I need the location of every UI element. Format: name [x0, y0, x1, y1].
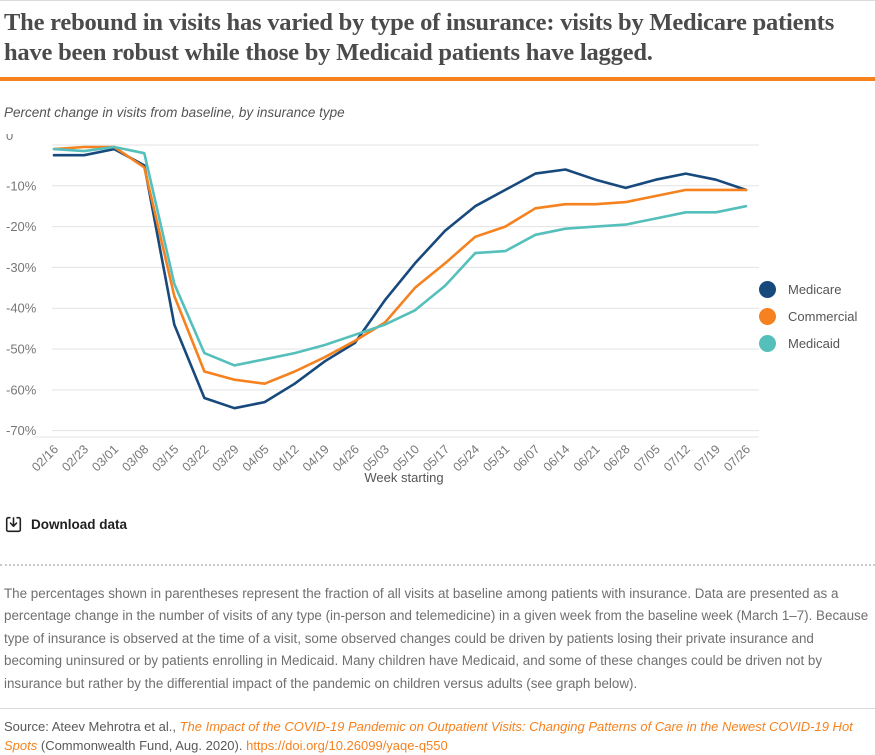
line-chart: 07/26 07/19 07/12 07/05 06/28 06/21 06/14 06/07… — [4, 128, 759, 491]
x-tick-label: 06/28 — [601, 442, 633, 474]
y-tick-label: -30% — [6, 260, 37, 275]
legend-item-medicaid: Medicaid — [759, 335, 870, 352]
legend-label: Commercial — [788, 309, 858, 324]
legend-item-commercial: Commercial — [759, 308, 870, 325]
x-tick-label: 06/07 — [510, 442, 542, 474]
series-line-medicare — [52, 147, 748, 410]
orange-divider — [0, 77, 875, 81]
x-tick-label: 03/08 — [119, 442, 151, 474]
chart-subtitle: Percent change in visits from baseline, … — [4, 105, 345, 120]
x-tick-label: 07/19 — [691, 442, 723, 474]
dotted-divider — [0, 564, 875, 566]
x-tick-label: 06/21 — [571, 442, 603, 474]
download-label: Download data — [31, 517, 128, 532]
footnote-text: The percentages shown in parentheses rep… — [4, 586, 869, 691]
source-prefix: Source: Ateev Mehrotra et al., — [4, 719, 180, 735]
x-tick-label: 05/31 — [480, 442, 512, 474]
x-tick-label: 04/05 — [240, 442, 272, 474]
y-tick-label: 0 — [6, 134, 13, 143]
y-tick-label: -10% — [6, 178, 37, 193]
x-tick-label: 04/19 — [300, 442, 332, 474]
y-tick-label: -40% — [6, 301, 37, 316]
x-axis-title: Week starting — [364, 470, 443, 485]
y-tick-label: -70% — [6, 423, 37, 438]
source-publisher: (Commonwealth Fund, Aug. 2020). — [37, 737, 247, 753]
y-tick-label: -50% — [6, 342, 37, 357]
x-tick-label: 05/24 — [450, 442, 482, 474]
source-doi-link[interactable]: https://doi.org/10.26099/yaqe-q550 — [246, 737, 448, 753]
download-icon — [5, 516, 22, 533]
x-tick-label: 04/26 — [330, 442, 362, 474]
x-tick-label: 02/16 — [29, 442, 61, 474]
x-tick-label: 03/15 — [149, 442, 181, 474]
series-line-commercial — [52, 145, 748, 385]
source-line: Source: Ateev Mehrotra et al., The Impac… — [4, 718, 870, 755]
y-tick-label: -60% — [6, 382, 37, 397]
visits-line-chart-svg: 07/2607/1907/1207/0506/2806/2106/1406/07… — [6, 128, 759, 485]
x-tick-label: 07/12 — [661, 442, 693, 474]
x-tick-label: 04/12 — [270, 442, 302, 474]
source-divider — [0, 708, 875, 710]
chart-area: 07/26 07/19 07/12 07/05 06/28 06/21 06/14 06/07… — [4, 128, 870, 491]
legend-swatch-icon — [759, 308, 776, 325]
chart-legend: Medicare Commercial Medicaid — [759, 134, 870, 491]
legend-swatch-icon — [759, 281, 776, 298]
download-data-button[interactable]: Download data — [5, 516, 145, 533]
y-tick-label: -20% — [6, 219, 37, 234]
x-tick-label: 03/01 — [89, 442, 121, 474]
x-tick-label: 03/29 — [210, 442, 242, 474]
x-tick-label: 07/26 — [721, 442, 753, 474]
x-tick-label: 07/05 — [631, 442, 663, 474]
legend-label: Medicare — [788, 282, 842, 297]
legend-swatch-icon — [759, 335, 776, 352]
x-tick-label: 06/14 — [541, 442, 573, 474]
legend-label: Medicaid — [788, 336, 841, 351]
page-title: The rebound in visits has varied by type… — [4, 9, 835, 66]
legend-item-medicare: Medicare — [759, 281, 870, 298]
x-tick-label: 02/23 — [59, 442, 91, 474]
series-line-medicaid — [52, 145, 748, 367]
x-tick-label: 03/22 — [180, 442, 212, 474]
